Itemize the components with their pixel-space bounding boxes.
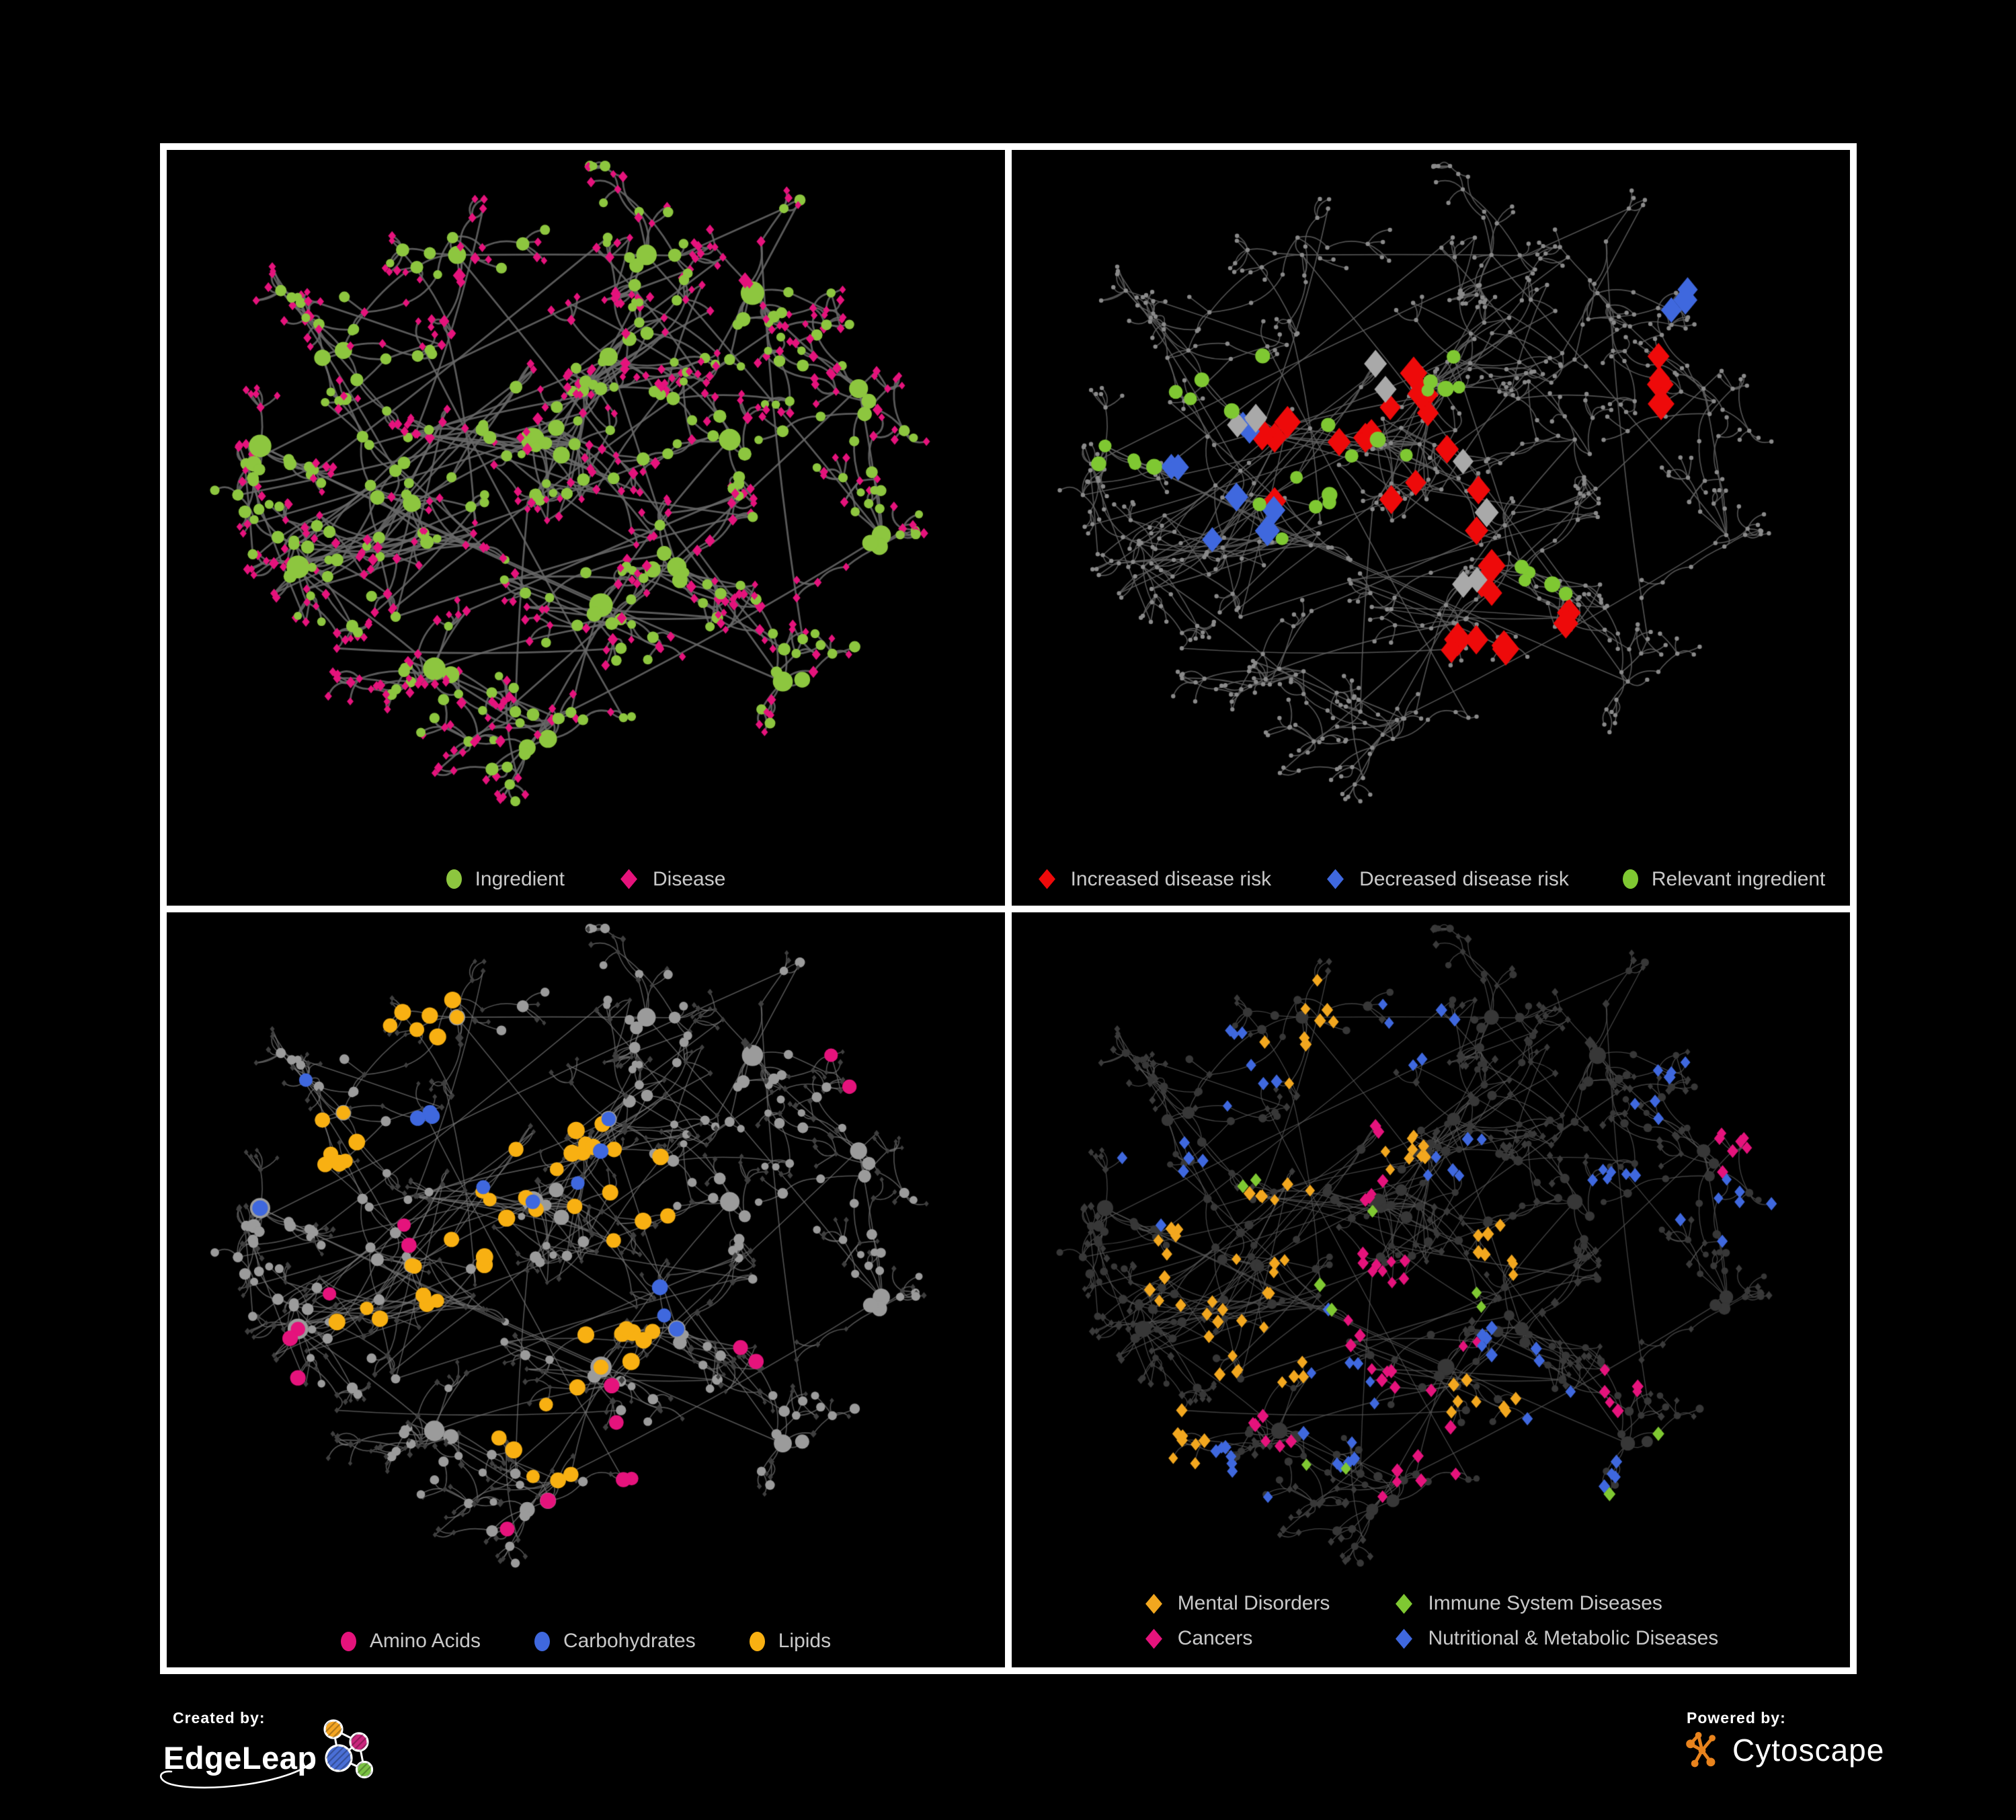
legend-label: Ingredient: [475, 867, 565, 890]
legend-diamond-symbol: [1396, 1593, 1413, 1614]
legend-item: Lipids: [749, 1630, 832, 1653]
legend-circle-symbol: [534, 1631, 550, 1651]
nutrient-classes-legend: Amino Acids Carbohydrates Lipids: [167, 1630, 1005, 1653]
legend-diamond-symbol: [1327, 869, 1344, 889]
cytoscape-logo: Powered by: Cytoscape: [1684, 1709, 1884, 1770]
legend-item: Mental Disorders: [1143, 1592, 1330, 1615]
legend-diamond-symbol: [1038, 869, 1055, 889]
legend-item: Immune System Diseases: [1394, 1592, 1662, 1615]
legend-label: Mental Disorders: [1177, 1592, 1330, 1614]
ingredient-disease-legend: Ingredient Disease: [167, 868, 1005, 891]
panel-nutrient-classes: Amino Acids Carbohydrates Lipids: [167, 912, 1005, 1667]
legend-item: Carbohydrates: [534, 1630, 696, 1653]
legend-label: Immune System Diseases: [1428, 1592, 1662, 1614]
legend-item: Decreased disease risk: [1325, 868, 1569, 891]
created-by-label: Created by:: [173, 1709, 266, 1727]
legend-item: Amino Acids: [340, 1630, 481, 1653]
legend-diamond-symbol: [1145, 1593, 1162, 1614]
legend-circle-symbol: [749, 1631, 765, 1651]
nutrient-classes-network-canvas: [167, 912, 1005, 1667]
panel-ingredient-disease: Ingredient Disease: [167, 150, 1005, 906]
edgeleap-wordmark: EdgeLeap: [163, 1740, 317, 1776]
legend-item: Disease: [618, 868, 725, 891]
legend-label: Nutritional & Metabolic Diseases: [1428, 1627, 1719, 1649]
panel-disease-risk: Increased disease risk Decreased disease …: [1012, 150, 1850, 906]
edgeleap-logo-row: EdgeLeap: [159, 1719, 382, 1789]
disease-classes-legend: Mental Disorders Immune System Diseases Ca…: [1012, 1592, 1850, 1650]
cytoscape-wordmark: Cytoscape: [1732, 1733, 1885, 1768]
edgeleap-network-icon: [323, 1719, 373, 1779]
legend-label: Lipids: [778, 1630, 832, 1652]
edgeleap-logo: Created by: EdgeLeap: [159, 1709, 382, 1789]
legend-label: Relevant ingredient: [1651, 867, 1826, 890]
legend-label: Carbohydrates: [563, 1630, 696, 1652]
legend-circle-symbol: [1622, 869, 1638, 889]
legend-item: Ingredient: [446, 868, 565, 891]
legend-circle-symbol: [340, 1631, 356, 1651]
disease-risk-network-canvas: [1012, 150, 1850, 906]
ingredient-disease-network-canvas: [167, 150, 1005, 906]
legend-item: Relevant ingredient: [1622, 867, 1826, 891]
disease-risk-legend: Increased disease risk Decreased disease …: [1012, 868, 1850, 891]
cytoscape-logo-row: Cytoscape: [1684, 1730, 1884, 1770]
legend-circle-symbol: [446, 869, 462, 889]
legend-label: Amino Acids: [369, 1630, 481, 1652]
legend-label: Increased disease risk: [1070, 867, 1272, 890]
legend-diamond-symbol: [620, 869, 637, 889]
panel-disease-classes: Mental Disorders Immune System Diseases Ca…: [1012, 912, 1850, 1667]
legend-diamond-symbol: [1145, 1628, 1162, 1649]
legend-item: Cancers: [1143, 1627, 1253, 1650]
legend-item: Increased disease risk: [1037, 868, 1271, 891]
legend-label: Disease: [653, 867, 726, 890]
disease-classes-network-canvas: [1012, 912, 1850, 1667]
legend-label: Decreased disease risk: [1359, 867, 1569, 890]
cytoscape-icon: [1686, 1732, 1716, 1768]
panel-grid: Ingredient Disease Increased disease risk…: [160, 143, 1857, 1674]
legend-label: Cancers: [1177, 1627, 1253, 1649]
powered-by-label: Powered by:: [1687, 1709, 1786, 1727]
legend-diamond-symbol: [1396, 1628, 1413, 1649]
legend-item: Nutritional & Metabolic Diseases: [1394, 1627, 1718, 1650]
